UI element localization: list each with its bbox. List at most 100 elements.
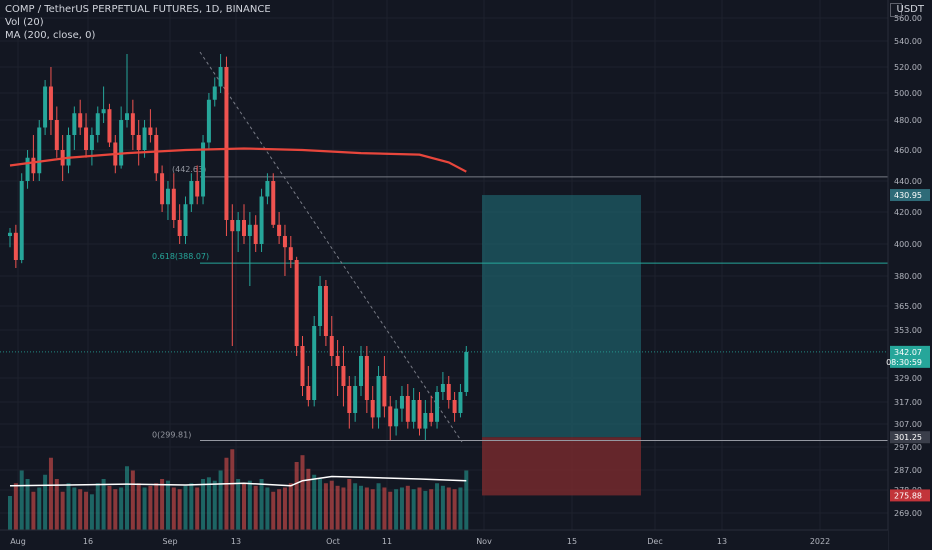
candle[interactable]: [78, 113, 83, 128]
candle[interactable]: [54, 120, 59, 150]
stop-zone[interactable]: [482, 437, 641, 496]
candle[interactable]: [464, 352, 469, 392]
target-zone[interactable]: [482, 195, 641, 438]
candle[interactable]: [323, 286, 328, 336]
candle[interactable]: [353, 386, 358, 413]
candle[interactable]: [154, 135, 159, 174]
candle[interactable]: [341, 366, 346, 386]
currency-toggle-icon[interactable]: [890, 3, 902, 17]
candle[interactable]: [247, 224, 252, 236]
price-tick-label: 520.00: [894, 63, 922, 72]
candle[interactable]: [423, 413, 428, 429]
candle[interactable]: [171, 188, 176, 220]
candle[interactable]: [271, 181, 276, 225]
candle[interactable]: [37, 127, 42, 174]
candle[interactable]: [13, 232, 18, 260]
candle[interactable]: [394, 408, 399, 427]
volume-bar: [446, 487, 451, 530]
candle[interactable]: [282, 236, 287, 248]
candle[interactable]: [142, 127, 147, 151]
candle[interactable]: [364, 356, 369, 400]
candle[interactable]: [48, 86, 53, 121]
candle[interactable]: [165, 188, 170, 205]
candle[interactable]: [370, 400, 375, 418]
candle[interactable]: [136, 135, 141, 150]
candle[interactable]: [119, 120, 124, 166]
candle[interactable]: [259, 196, 264, 245]
volume-bar: [148, 485, 153, 530]
candle[interactable]: [242, 220, 246, 236]
candle[interactable]: [294, 260, 299, 346]
candle[interactable]: [446, 384, 451, 400]
candle[interactable]: [329, 336, 334, 356]
candle[interactable]: [300, 346, 305, 386]
candle[interactable]: [19, 181, 24, 260]
time-tick-label: 2022: [810, 537, 830, 546]
candle[interactable]: [230, 220, 235, 232]
candle[interactable]: [43, 86, 48, 128]
candle[interactable]: [66, 135, 71, 166]
volume-bar: [72, 487, 77, 530]
candle[interactable]: [376, 376, 381, 418]
candle[interactable]: [195, 181, 200, 197]
candle[interactable]: [224, 67, 229, 220]
time-tick-label: Dec: [647, 537, 662, 546]
candle[interactable]: [265, 181, 270, 197]
candle[interactable]: [89, 135, 94, 150]
candle[interactable]: [8, 232, 12, 236]
candle[interactable]: [318, 286, 323, 326]
candle[interactable]: [206, 99, 211, 143]
candle[interactable]: [359, 356, 363, 386]
volume-bar: [300, 455, 305, 530]
time-tick-label: 13: [231, 537, 241, 546]
candle[interactable]: [84, 127, 89, 151]
candle[interactable]: [218, 67, 223, 87]
ma-indicator-label[interactable]: MA (200, close, 0): [5, 30, 96, 41]
candle[interactable]: [382, 376, 387, 407]
volume-bar: [341, 487, 346, 530]
candle[interactable]: [388, 406, 393, 427]
price-tick-label: 380.00: [894, 272, 922, 281]
candle[interactable]: [458, 392, 463, 413]
candle[interactable]: [25, 157, 30, 181]
fib-trend-line[interactable]: [199, 51, 463, 443]
volume-ma-line: [9, 475, 467, 487]
time-tick-label: 11: [382, 537, 392, 546]
candle[interactable]: [277, 224, 282, 236]
candle[interactable]: [288, 247, 293, 260]
candle[interactable]: [148, 127, 153, 136]
candle[interactable]: [177, 220, 182, 236]
candle[interactable]: [236, 220, 241, 232]
candle[interactable]: [201, 142, 206, 197]
symbol-title[interactable]: COMP / TetherUS PERPETUAL FUTURES, 1D, B…: [5, 4, 271, 15]
candle[interactable]: [347, 386, 352, 413]
volume-indicator-label[interactable]: Vol (20): [5, 17, 44, 28]
candle[interactable]: [335, 356, 340, 366]
candle[interactable]: [183, 204, 188, 236]
candle[interactable]: [405, 396, 410, 422]
candle[interactable]: [125, 113, 129, 120]
price-tick-label: 460.00: [894, 146, 922, 155]
candle[interactable]: [429, 413, 434, 422]
candle[interactable]: [253, 224, 258, 244]
candle[interactable]: [101, 109, 106, 114]
candle[interactable]: [312, 326, 317, 400]
volume-bar: [78, 489, 83, 530]
candle[interactable]: [160, 173, 165, 205]
candle[interactable]: [435, 392, 440, 422]
candle[interactable]: [440, 384, 445, 392]
volume-bar: [359, 485, 363, 530]
candle[interactable]: [72, 113, 77, 135]
candle[interactable]: [189, 181, 194, 205]
candle[interactable]: [212, 86, 217, 100]
candle[interactable]: [452, 400, 457, 413]
candle[interactable]: [107, 109, 112, 143]
candle[interactable]: [306, 386, 311, 400]
candle[interactable]: [417, 400, 422, 429]
candle[interactable]: [411, 400, 416, 422]
candle[interactable]: [399, 396, 404, 409]
candle[interactable]: [31, 157, 36, 174]
candle[interactable]: [95, 113, 100, 135]
candle[interactable]: [130, 113, 135, 135]
